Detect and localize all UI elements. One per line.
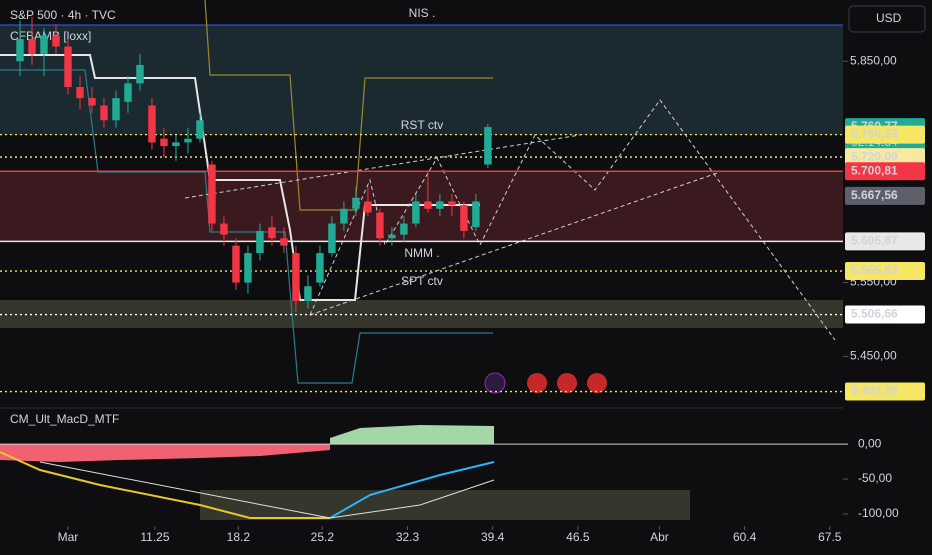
- price-label: 5.750,53: [851, 127, 898, 141]
- price-label-box: [845, 382, 925, 401]
- annotation: NMM .: [404, 246, 439, 260]
- macd-line: [0, 451, 330, 519]
- macd-zone: [200, 490, 690, 520]
- candle-body: [28, 39, 36, 54]
- candle-body: [484, 127, 492, 165]
- candle-body: [112, 98, 120, 121]
- trend-line: [0, 54, 480, 301]
- currency[interactable]: USD: [876, 11, 902, 25]
- candle-body: [52, 35, 60, 47]
- candle-body: [448, 201, 456, 206]
- candle-body: [232, 245, 240, 283]
- candle-body: [268, 227, 276, 239]
- candle-body: [424, 201, 432, 209]
- candle-body: [352, 197, 360, 209]
- y-tick-label: 5.850,00: [850, 53, 897, 67]
- candle-body: [184, 138, 192, 143]
- annotation: RST ctv: [401, 118, 443, 132]
- candle-body: [436, 201, 444, 209]
- candle-body: [280, 238, 288, 246]
- price-label: 5.506,66: [851, 307, 898, 321]
- candle-body: [304, 286, 312, 302]
- price-label-box: [845, 162, 925, 181]
- candle-body: [208, 164, 216, 224]
- candle-body: [88, 98, 96, 106]
- signal-line: [39, 461, 495, 519]
- price-label: 5.720,09: [851, 149, 898, 163]
- candle-body: [100, 105, 108, 121]
- price-label: 5.700,81: [851, 163, 898, 177]
- candle-body: [328, 223, 336, 254]
- candle-body: [16, 39, 24, 62]
- x-tick-label: 39.4: [481, 530, 505, 544]
- candle-body: [148, 105, 156, 143]
- x-tick-label: Abr: [650, 530, 669, 544]
- chart-title: S&P 500 · 4h · TVC: [10, 8, 116, 22]
- x-tick-label: 60.4: [733, 530, 757, 544]
- x-tick-label: 11.25: [140, 530, 169, 544]
- price-label-box: [845, 262, 925, 281]
- candle-body: [388, 234, 396, 239]
- drawing: [184, 99, 836, 341]
- x-tick-label: 25.2: [311, 530, 335, 544]
- price-label: 5.605,87: [851, 234, 898, 248]
- currency-button[interactable]: [848, 5, 926, 33]
- candle-body: [340, 208, 348, 224]
- candle-body: [460, 205, 468, 231]
- price-label-box: [845, 232, 925, 251]
- candle-body: [412, 201, 420, 224]
- candle-body: [136, 64, 144, 84]
- candle-body: [364, 201, 372, 213]
- candle-body: [196, 120, 204, 139]
- price-label: 5.667,56: [851, 188, 898, 202]
- candle-body: [244, 253, 252, 283]
- price-label-box: [845, 186, 925, 205]
- candle-body: [256, 230, 264, 254]
- candle-body: [472, 201, 480, 228]
- candle-body: [292, 253, 300, 302]
- x-tick-label: Mar: [58, 530, 79, 544]
- y-tick-label: -50,00: [858, 471, 892, 485]
- x-tick-label: 46.5: [566, 530, 590, 544]
- band-line: [0, 69, 493, 384]
- price-label: 5.565,63: [851, 263, 898, 277]
- candle-body: [160, 138, 168, 147]
- x-tick-label: 18.2: [227, 530, 251, 544]
- macd-histogram: [330, 425, 494, 444]
- y-tick-label: 5.450,00: [850, 349, 897, 363]
- price-label-box: [845, 125, 925, 144]
- price-label: 5.402,28: [851, 384, 898, 398]
- candle-body: [40, 35, 48, 54]
- indicator-title: CM_Ult_MacD_MTF: [10, 412, 119, 426]
- candle-body: [64, 46, 72, 88]
- candle-body: [376, 212, 384, 239]
- candle-body: [220, 223, 228, 235]
- candle-body: [76, 87, 84, 99]
- candle-body: [124, 83, 132, 102]
- y-tick-label: 0,00: [858, 436, 882, 450]
- price-label-box: [845, 305, 925, 324]
- zone-red: [0, 172, 843, 242]
- x-tick-label: 67.5: [818, 530, 842, 544]
- annotation: NIS .: [409, 6, 436, 20]
- macd-line: [329, 461, 495, 519]
- macd-histogram: [0, 444, 330, 462]
- annotation: SPT ctv: [401, 274, 443, 288]
- candle-body: [316, 253, 324, 283]
- candle-body: [172, 142, 180, 147]
- price-label-box: [845, 148, 925, 167]
- event-icons: [484, 372, 607, 394]
- candle-body: [400, 223, 408, 235]
- band-line: [204, 0, 493, 211]
- x-tick-label: 32.3: [396, 530, 420, 544]
- y-tick-label: -100,00: [858, 506, 899, 520]
